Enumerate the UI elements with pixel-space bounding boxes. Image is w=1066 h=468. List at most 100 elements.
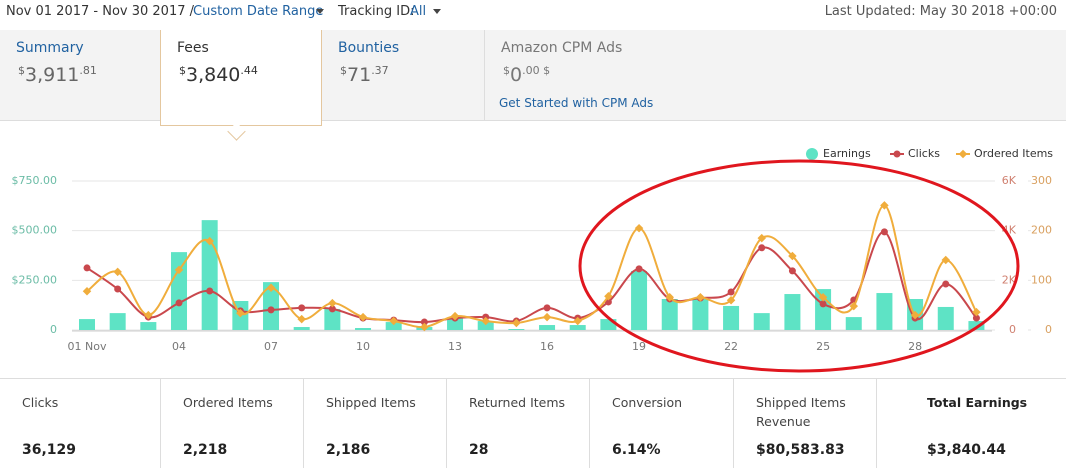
- point: [267, 306, 275, 314]
- tab-amount: $71.37: [340, 64, 389, 86]
- bar: [508, 329, 525, 330]
- point: [696, 292, 705, 302]
- stat-value: 36,129: [22, 442, 77, 458]
- point: [910, 310, 920, 320]
- point: [512, 318, 521, 328]
- point: [450, 311, 460, 321]
- whole: 71: [347, 64, 372, 86]
- stats: Clicks 36,129 Ordered Items 2,218 Shipped …: [0, 378, 1066, 468]
- bar: [845, 317, 862, 330]
- point: [298, 304, 306, 312]
- stat-value: 2,186: [326, 442, 371, 458]
- bar: [385, 322, 402, 330]
- stat: Conversion 6.14%: [590, 379, 734, 468]
- point: [727, 288, 735, 296]
- bar: [600, 319, 617, 330]
- x-tick-label: 10: [356, 340, 370, 353]
- tab-amount: $3,840.44: [179, 64, 258, 86]
- legend-marker: [893, 150, 901, 158]
- chart: 0$250.00$500.00$750.0002K4K6K01002003000…: [12, 147, 1053, 373]
- bar: [569, 325, 586, 330]
- stat-label: Total Earnings: [927, 395, 1028, 410]
- cents: .00 $: [522, 64, 551, 77]
- tracking-value[interactable]: All: [410, 4, 427, 19]
- tab-name[interactable]: Summary: [16, 40, 84, 56]
- stat: Total Earnings $3,840.44: [877, 379, 1066, 468]
- cents: .37: [371, 64, 389, 77]
- point: [420, 322, 429, 332]
- caret[interactable]: [316, 9, 324, 14]
- cents: .44: [240, 64, 258, 77]
- point: [236, 308, 245, 318]
- currency: $: [18, 64, 25, 77]
- point: [942, 280, 950, 288]
- point: [205, 236, 214, 246]
- bar: [968, 321, 985, 330]
- caret[interactable]: [433, 9, 441, 14]
- bar: [784, 294, 801, 330]
- bar: [201, 220, 218, 330]
- point: [819, 300, 827, 308]
- bar: [109, 313, 126, 330]
- stat-value: 28: [469, 442, 489, 458]
- x-tick-label: 25: [816, 340, 830, 353]
- y-tick-label: $500.00: [12, 224, 58, 237]
- line: [86, 230, 978, 324]
- legend-label: Earnings: [823, 147, 871, 160]
- bar: [876, 293, 893, 330]
- cpm-link[interactable]: Get Started with CPM Ads: [499, 96, 654, 110]
- y2-tick-label: 0: [1009, 323, 1016, 336]
- y3-tick-label: 300: [1031, 174, 1052, 187]
- x-tick-label: 22: [724, 340, 738, 353]
- bar: [815, 289, 832, 330]
- x-tick-label: 16: [540, 340, 554, 353]
- stat-value: $3,840.44: [927, 442, 1006, 458]
- custom-range-link[interactable]: Custom Date Range: [193, 4, 324, 19]
- currency: $: [340, 64, 347, 77]
- point: [144, 310, 153, 320]
- tab-name[interactable]: Amazon CPM Ads: [501, 40, 623, 56]
- whole: 3,840: [186, 64, 241, 86]
- point: [113, 267, 122, 277]
- tab-name[interactable]: Bounties: [338, 40, 400, 56]
- legend-label: Clicks: [908, 147, 940, 160]
- bar: [171, 252, 188, 330]
- whole: 3,911: [25, 64, 80, 86]
- x-tick-label: 07: [264, 340, 278, 353]
- bar: [937, 306, 954, 330]
- bar: [753, 313, 770, 330]
- point: [266, 283, 276, 293]
- point: [358, 312, 368, 322]
- top-bar: Nov 01 2017 - Nov 30 2017 / Custom Date …: [0, 0, 1066, 30]
- y3-tick-label: 0: [1045, 323, 1052, 336]
- tab[interactable]: Bounties $71.37: [322, 30, 484, 120]
- stat: Shipped Items 2,186: [304, 379, 447, 468]
- stat-label: Returned Items: [469, 395, 566, 410]
- tracking-label: Tracking ID:: [338, 4, 415, 19]
- tab[interactable]: Summary $3,911.81: [0, 30, 160, 120]
- bar: [477, 321, 494, 330]
- tab-amount: $3,911.81: [18, 64, 97, 86]
- x-tick-label: 19: [632, 340, 646, 353]
- y2-tick-label: 6K: [1002, 174, 1017, 187]
- stat-label: Shipped Items Revenue: [756, 395, 846, 429]
- point: [635, 265, 643, 273]
- x-tick-label: 13: [448, 340, 462, 353]
- tab[interactable]: Amazon CPM Ads $0.00 $ Get Started with …: [484, 30, 1066, 120]
- tab-amount: $0.00 $: [503, 64, 550, 86]
- point: [83, 264, 91, 272]
- bar: [723, 305, 740, 330]
- point: [972, 307, 981, 317]
- bar: [140, 322, 157, 330]
- point: [573, 316, 582, 326]
- point: [880, 228, 888, 236]
- stat-label: Ordered Items: [183, 395, 273, 410]
- currency: $: [503, 64, 510, 77]
- tab[interactable]: Fees $3,840.44: [160, 30, 322, 126]
- point: [206, 287, 214, 295]
- tab-name[interactable]: Fees: [177, 40, 209, 56]
- point: [328, 298, 337, 308]
- tabs: Summary $3,911.81 Fees $3,840.44 Bountie…: [0, 30, 1066, 126]
- point: [114, 285, 122, 293]
- stat-label: Shipped Items: [326, 395, 416, 410]
